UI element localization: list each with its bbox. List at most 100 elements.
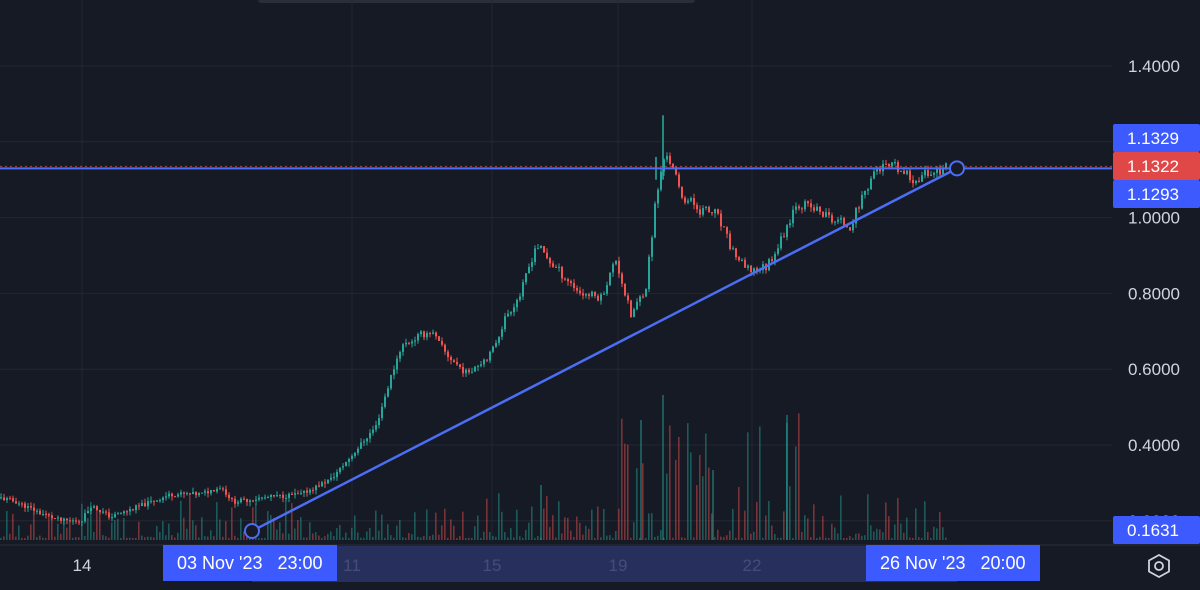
start-date-tag: 03 Nov '23 23:00: [163, 545, 337, 581]
candle-body: [861, 194, 863, 209]
volume-bar: [312, 533, 314, 540]
volume-bar: [840, 495, 842, 540]
candle-body: [609, 272, 611, 286]
candle-body: [696, 204, 698, 210]
price-tag: [1113, 180, 1200, 208]
volume-bar: [30, 524, 32, 540]
candle-body: [750, 265, 752, 273]
candle-body: [330, 477, 332, 480]
volume-bar: [888, 516, 890, 540]
candle-body: [117, 513, 119, 515]
candle-body: [789, 223, 791, 226]
volume-bar: [216, 502, 218, 540]
candle-body: [408, 342, 410, 344]
candle-body: [195, 492, 197, 496]
volume-bar: [852, 537, 854, 540]
volume-bar: [168, 523, 170, 540]
volume-bar: [75, 537, 77, 540]
candle-body: [606, 285, 608, 294]
volume-bar: [705, 433, 707, 540]
candle-body: [30, 506, 32, 508]
candle-body: [384, 396, 386, 407]
candle-body: [399, 352, 401, 359]
candle-body: [174, 496, 176, 498]
candle-body: [222, 488, 224, 490]
volume-bar: [753, 531, 755, 540]
volume-bar: [48, 512, 50, 540]
candle-body: [666, 155, 668, 160]
volume-bar: [423, 535, 425, 540]
volume-bar: [105, 536, 107, 540]
volume-bar: [690, 452, 692, 540]
volume-bar: [867, 494, 869, 540]
candle-body: [699, 209, 701, 215]
volume-bar: [69, 522, 71, 540]
volume-bar: [300, 517, 302, 540]
candle-body: [834, 221, 836, 223]
candle-body: [147, 501, 149, 507]
volume-bar: [147, 536, 149, 540]
volume-bar: [309, 522, 311, 540]
volume-bar: [531, 506, 533, 540]
volume-bar: [864, 535, 866, 540]
volume-bar: [228, 538, 230, 540]
candle-body: [756, 268, 758, 271]
candle-body: [480, 364, 482, 366]
candle-body: [306, 490, 308, 493]
candle-body: [135, 505, 137, 511]
candle-body: [450, 356, 452, 361]
volume-bar: [417, 536, 419, 540]
volume-bar: [684, 537, 686, 540]
volume-bar: [9, 533, 11, 540]
volume-bar: [195, 525, 197, 540]
candle-body: [444, 344, 446, 352]
volume-bar: [603, 508, 605, 540]
candle-body: [486, 359, 488, 361]
volume-bar: [801, 531, 803, 540]
candle-body: [825, 212, 827, 217]
candle-body: [678, 174, 680, 187]
volume-bar: [636, 468, 638, 540]
candle-body: [213, 489, 215, 492]
candle-body: [516, 299, 518, 308]
volume-bar: [915, 508, 917, 540]
volume-bar: [567, 517, 569, 540]
candle-body: [255, 499, 257, 501]
candle-body: [375, 425, 377, 430]
candle-body: [123, 511, 125, 514]
candle-body: [801, 208, 803, 210]
volume-bar: [468, 537, 470, 540]
candle-body: [669, 155, 671, 164]
candle-body: [741, 259, 743, 261]
candle-body: [642, 296, 644, 298]
candle-body: [663, 159, 665, 172]
volume-bar: [516, 509, 518, 540]
volume-bar: [561, 533, 563, 540]
candle-body: [912, 179, 914, 184]
candle-body: [537, 248, 539, 250]
candle-body: [333, 477, 335, 479]
candle-body: [84, 513, 86, 522]
candle-body: [0, 497, 2, 499]
candle-body: [921, 175, 923, 182]
candle-body: [843, 218, 845, 226]
price-tag-label: 1.1329: [1127, 129, 1179, 148]
candle-body: [798, 206, 800, 209]
candle-body: [681, 186, 683, 198]
volume-bar: [810, 537, 812, 540]
volume-bar: [609, 535, 611, 540]
volume-bar: [798, 413, 800, 540]
volume-bar: [591, 509, 593, 540]
gear-icon[interactable]: [1146, 553, 1172, 579]
candle-body: [651, 237, 653, 257]
candle-body: [786, 225, 788, 238]
volume-bar: [186, 528, 188, 540]
candle-body: [138, 505, 140, 507]
candle-body: [534, 248, 536, 262]
candle-body: [39, 510, 41, 515]
volume-bar: [498, 493, 500, 540]
volume-bar: [513, 537, 515, 540]
volume-bar: [831, 523, 833, 540]
candle-body: [264, 497, 266, 499]
